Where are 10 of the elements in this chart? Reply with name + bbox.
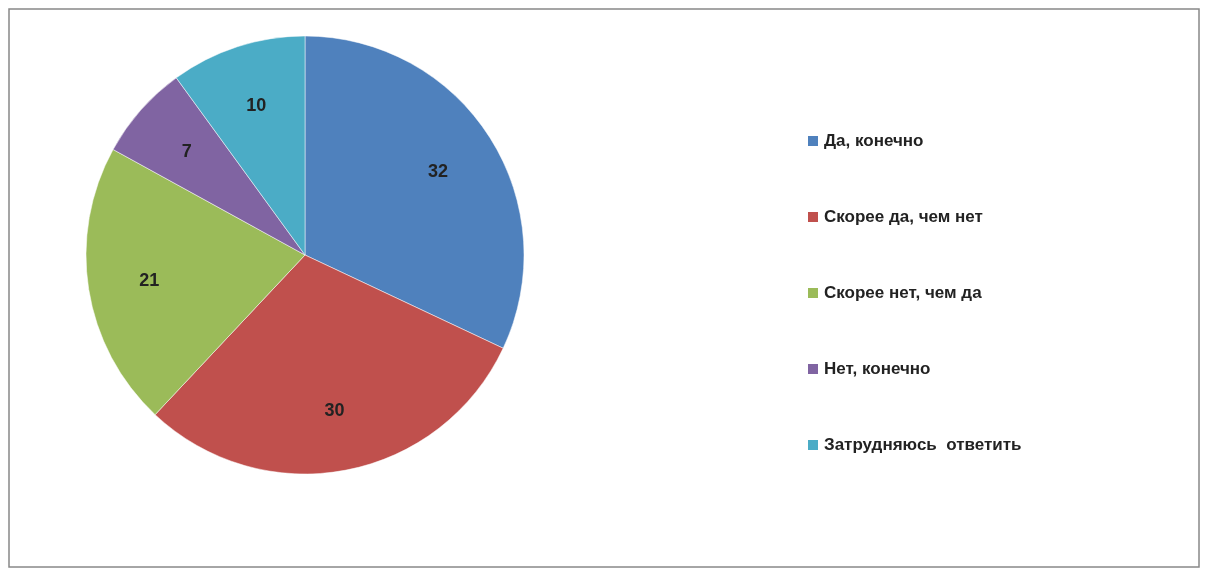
data-label: 7 bbox=[181, 140, 192, 161]
data-label: 32 bbox=[428, 160, 449, 181]
data-label: 10 bbox=[246, 95, 267, 116]
data-label: 30 bbox=[324, 399, 345, 420]
legend-label: Да, конечно bbox=[824, 131, 924, 150]
legend-label: Затрудняюсь ответить bbox=[824, 435, 1022, 454]
legend-label: Нет, конечно bbox=[824, 359, 931, 378]
data-label: 21 bbox=[139, 269, 160, 290]
legend-label: Скорее нет, чем да bbox=[824, 283, 983, 302]
legend-label: Скорее да, чем нет bbox=[824, 207, 983, 226]
